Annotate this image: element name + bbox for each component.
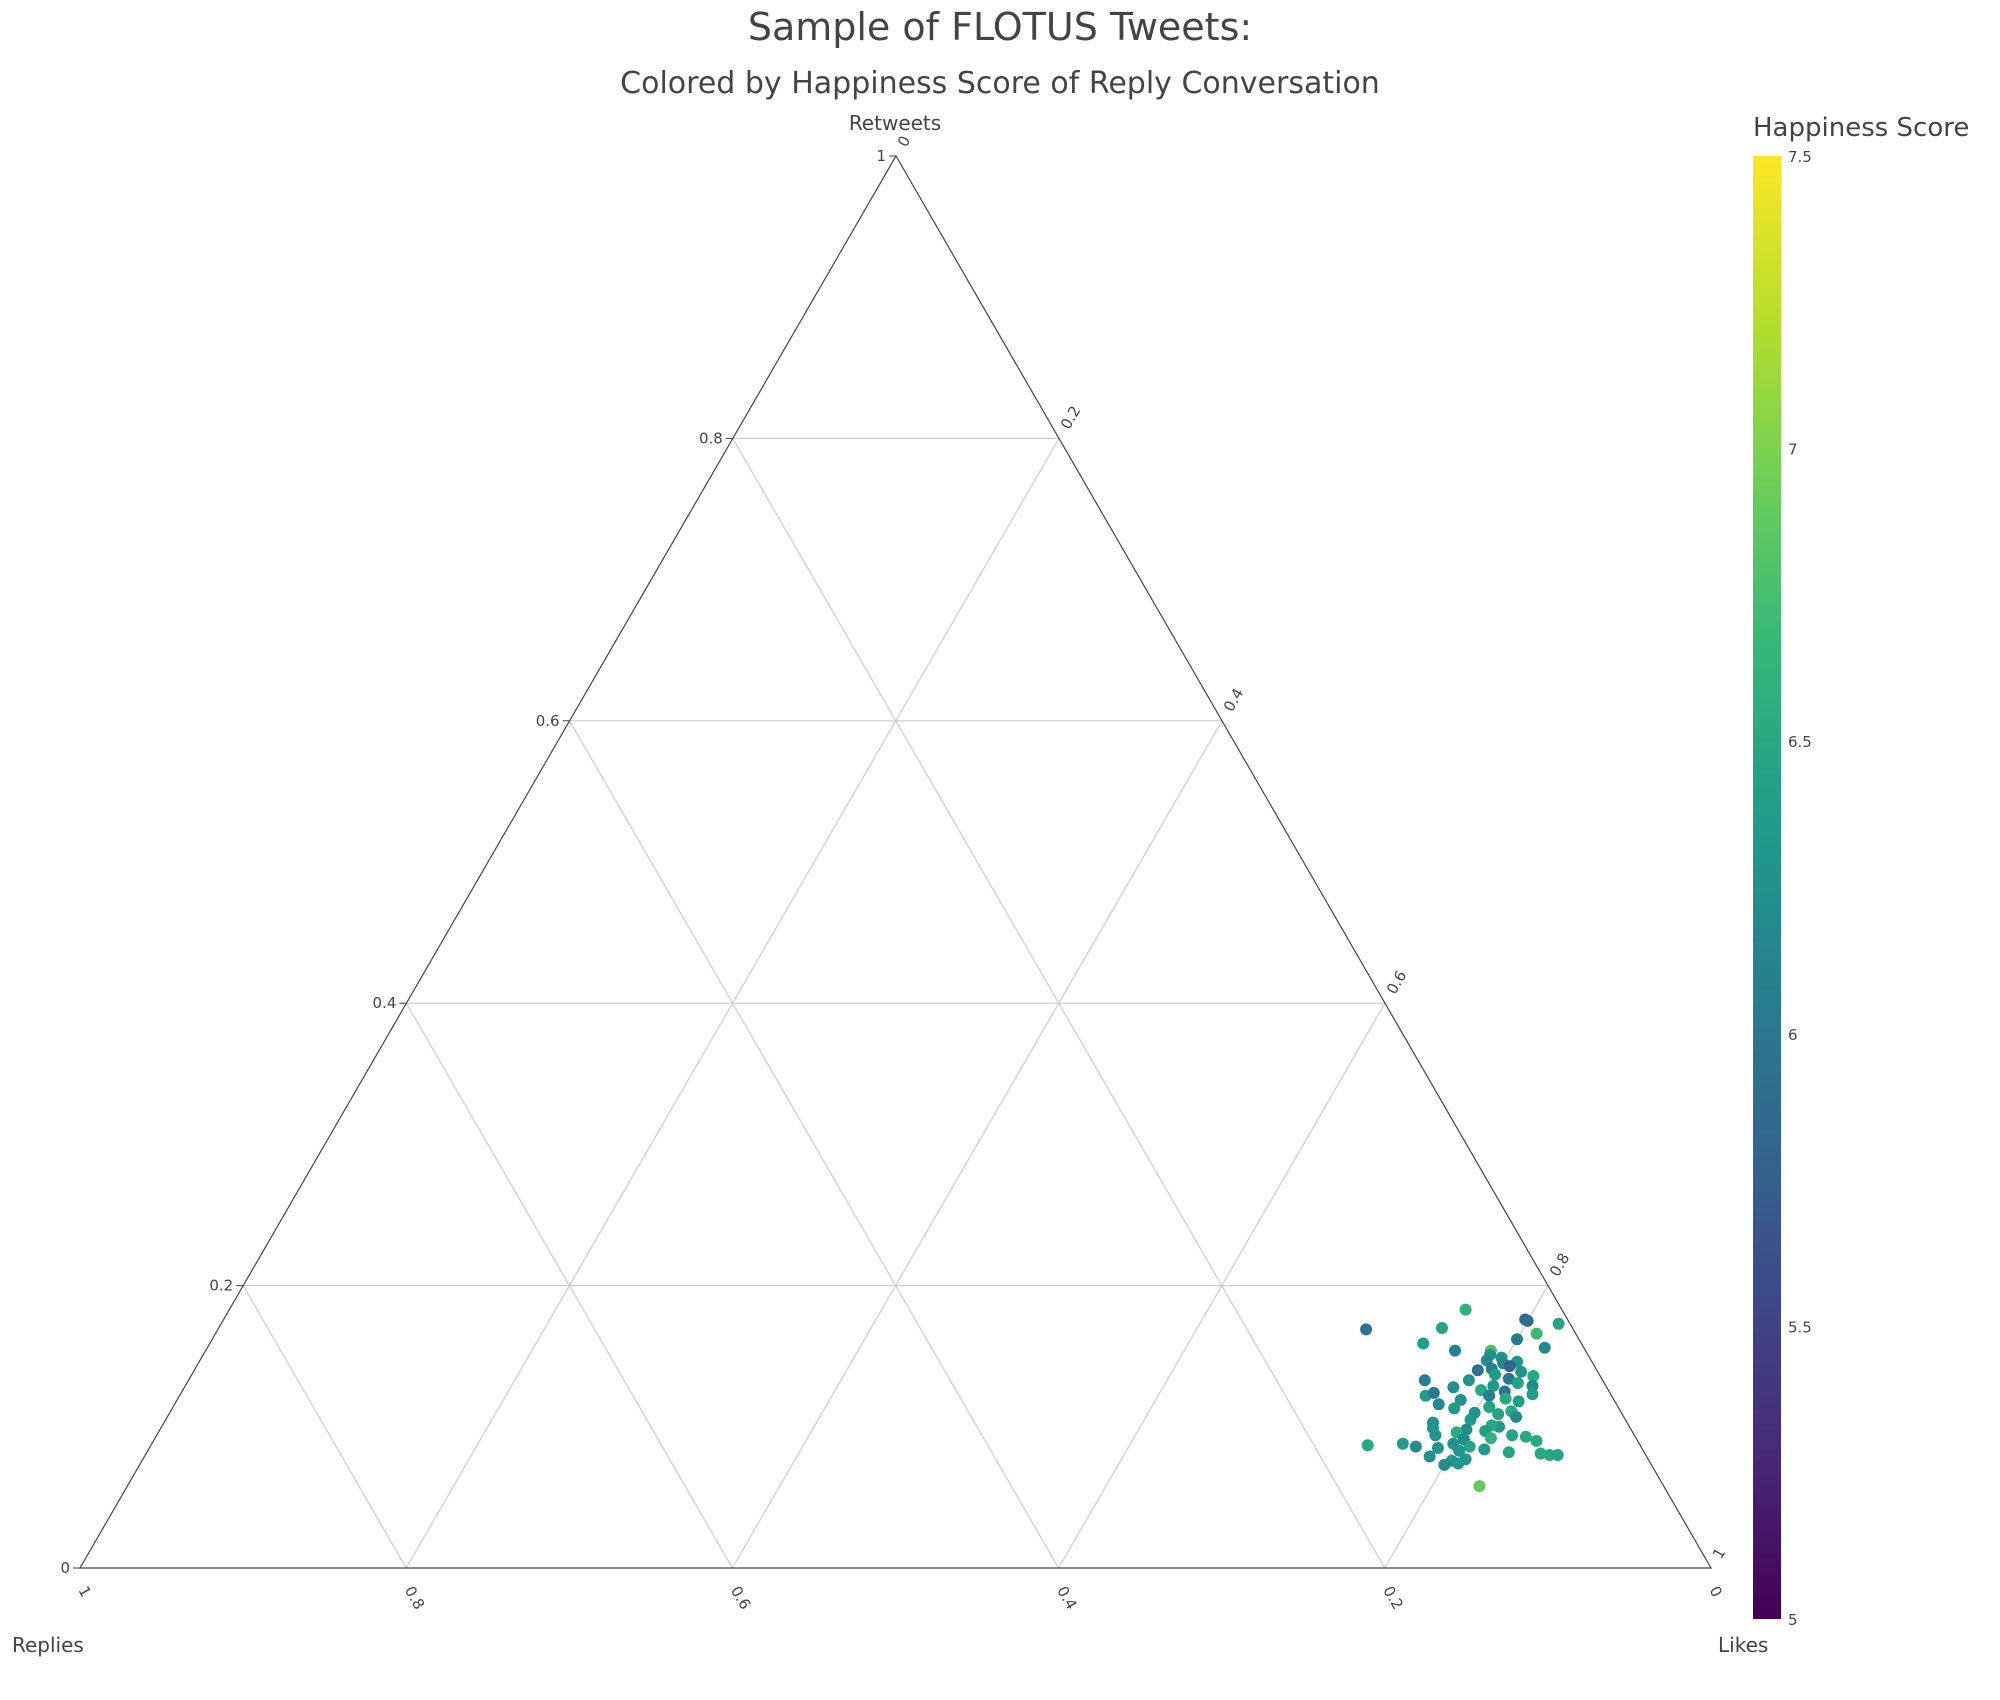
axis-title-retweets: Retweets <box>849 111 941 135</box>
data-point <box>1423 1450 1436 1463</box>
data-point <box>1502 1446 1515 1459</box>
tick-label-replies: 0 <box>1706 1583 1726 1600</box>
colorbar-tick-label: 5 <box>1788 1611 1798 1629</box>
data-point <box>1511 1377 1524 1389</box>
tick-label-replies: 0.8 <box>401 1583 429 1613</box>
data-point <box>1503 1360 1516 1373</box>
data-point <box>1418 1374 1431 1387</box>
data-point <box>1471 1364 1484 1377</box>
tick-label-likes: 0.2 <box>1057 403 1085 433</box>
data-point <box>1489 1368 1501 1381</box>
tick-label-retweets: 0.4 <box>373 994 397 1012</box>
data-point <box>1519 1430 1532 1443</box>
data-point <box>1478 1443 1491 1456</box>
data-point <box>1360 1323 1373 1336</box>
data-point <box>1463 1440 1476 1453</box>
tick-label-retweets: 0.6 <box>536 712 560 730</box>
tick-label-likes: 0.6 <box>1383 968 1411 998</box>
data-point <box>1396 1437 1409 1450</box>
colorbar-tick-label: 7.5 <box>1788 148 1812 166</box>
data-point <box>1527 1370 1540 1382</box>
data-point <box>1452 1457 1465 1470</box>
data-point <box>1449 1344 1461 1357</box>
data-point <box>1499 1392 1512 1405</box>
tick-label-replies: 0.4 <box>1053 1583 1081 1613</box>
tick-label-likes: 0 <box>894 133 914 150</box>
ternary-grid <box>242 437 1549 1569</box>
gridline-replies <box>569 720 1060 1569</box>
data-point <box>1530 1434 1543 1447</box>
data-point <box>1483 1389 1496 1402</box>
tick-label-likes: 0.4 <box>1220 685 1248 715</box>
data-point <box>1534 1447 1547 1460</box>
triangle-outline <box>78 154 1713 1569</box>
tick-label-retweets: 1 <box>876 147 886 165</box>
data-point <box>1521 1314 1534 1327</box>
tick-label-replies: 0.6 <box>727 1583 755 1613</box>
axis-title-replies: Replies <box>12 1633 84 1657</box>
tick-label-retweets: 0.2 <box>209 1277 233 1295</box>
axis-title-likes: Likes <box>1718 1633 1768 1657</box>
chart-title: Sample of FLOTUS Tweets: <box>748 5 1252 49</box>
chart-subtitle: Colored by Happiness Score of Reply Conv… <box>620 66 1380 101</box>
data-point <box>1454 1394 1467 1406</box>
data-point <box>1512 1395 1525 1408</box>
scatter-points <box>1360 1303 1565 1493</box>
data-point <box>1552 1317 1565 1330</box>
gridline-likes <box>1058 1002 1386 1569</box>
data-point <box>1453 1444 1466 1457</box>
data-point <box>1417 1337 1430 1350</box>
data-point <box>1510 1410 1523 1423</box>
data-point <box>1464 1413 1477 1426</box>
colorbar-tick-label: 5.5 <box>1788 1318 1812 1336</box>
data-point <box>1459 1303 1472 1316</box>
data-point <box>1530 1327 1543 1340</box>
data-point <box>1460 1423 1473 1436</box>
tick-label-replies: 1 <box>75 1583 95 1600</box>
data-point <box>1409 1440 1422 1453</box>
data-point <box>1511 1333 1523 1346</box>
tick-label-likes: 0.8 <box>1546 1250 1574 1280</box>
data-point <box>1502 1372 1515 1385</box>
data-point <box>1483 1401 1496 1413</box>
data-point <box>1436 1322 1448 1334</box>
colorbar: Happiness Score 5 5.5 6 6.5 7 7.5 <box>1753 113 1969 1629</box>
data-point <box>1526 1388 1539 1401</box>
data-point <box>1526 1379 1539 1392</box>
data-point <box>1462 1374 1475 1387</box>
data-point <box>1538 1341 1551 1354</box>
gridline-replies <box>242 1285 407 1569</box>
tick-label-likes: 1 <box>1709 1545 1729 1562</box>
data-point <box>1438 1458 1451 1471</box>
data-point <box>1431 1442 1444 1454</box>
tick-label-retweets: 0 <box>60 1559 70 1577</box>
data-point <box>1484 1432 1497 1445</box>
data-point <box>1427 1386 1440 1399</box>
data-point <box>1429 1429 1442 1442</box>
colorbar-title: Happiness Score <box>1753 113 1969 143</box>
tick-label-replies: 0.2 <box>1379 1583 1407 1613</box>
data-point <box>1487 1379 1500 1392</box>
data-point <box>1447 1381 1460 1394</box>
data-point <box>1492 1408 1505 1421</box>
data-point <box>1361 1439 1374 1452</box>
ternary-axes <box>78 154 1713 1569</box>
colorbar-tick-label: 6 <box>1788 1026 1798 1044</box>
data-point <box>1448 1402 1461 1415</box>
data-point <box>1473 1480 1486 1493</box>
tick-label-retweets: 0.8 <box>699 429 723 447</box>
data-point <box>1551 1449 1564 1461</box>
data-point <box>1432 1398 1445 1411</box>
colorbar-gradient <box>1753 156 1781 1619</box>
gridline-likes <box>731 720 1223 1569</box>
data-point <box>1515 1365 1528 1378</box>
gridline-replies <box>405 1002 733 1569</box>
colorbar-tick-label: 6.5 <box>1788 733 1812 751</box>
data-point <box>1506 1429 1519 1442</box>
colorbar-tick-label: 7 <box>1788 441 1798 459</box>
